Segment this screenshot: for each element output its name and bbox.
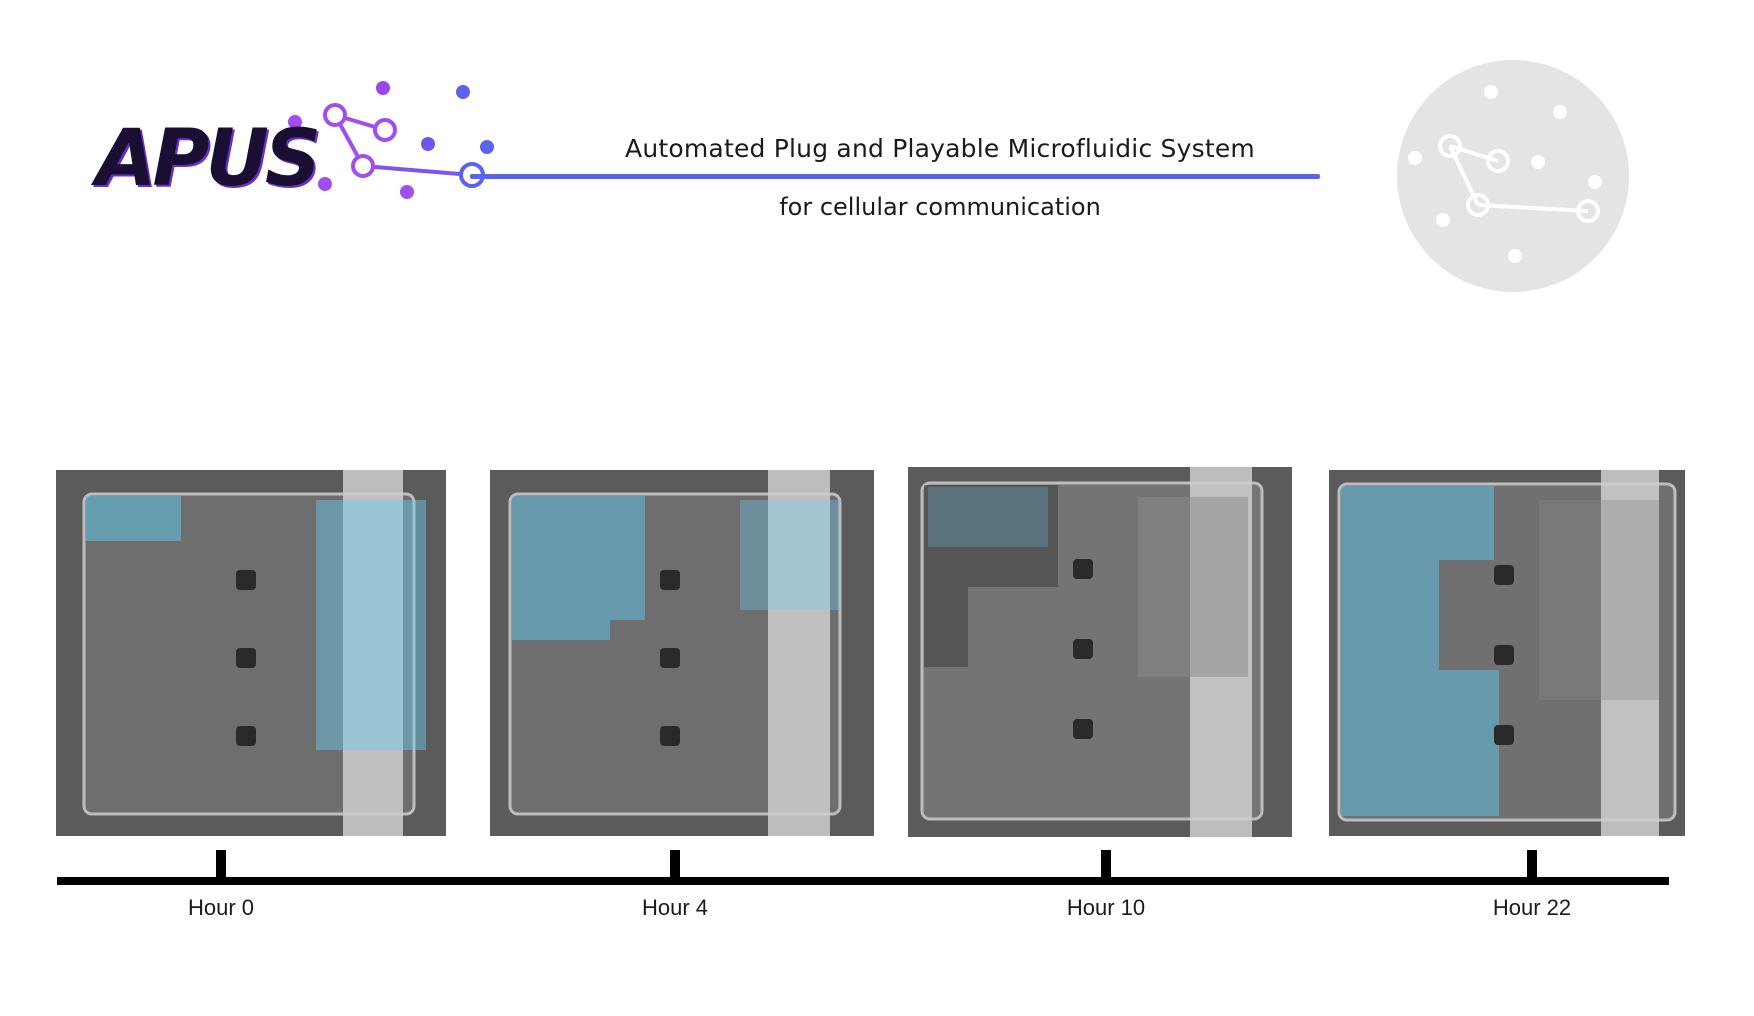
microscopy-panel-hour-0 xyxy=(56,470,446,836)
microscopy-image xyxy=(1329,470,1685,836)
microscopy-panel-hour-22 xyxy=(1329,470,1685,836)
microscopy-image xyxy=(490,470,874,836)
timeline-label-hour-4: Hour 4 xyxy=(641,895,709,920)
timeline-label-hour-22: Hour 22 xyxy=(1492,895,1572,920)
network-logo-icon xyxy=(288,81,494,199)
timeline-tick xyxy=(670,850,680,882)
microscopy-image xyxy=(56,470,446,836)
apus-logo-text: APUS xyxy=(96,114,321,204)
microscopy-panel-hour-10 xyxy=(908,467,1292,837)
microscopy-panel-hour-4 xyxy=(490,470,874,836)
network-badge-icon xyxy=(1397,60,1629,292)
timeline-label-hour-0: Hour 0 xyxy=(187,895,255,920)
timeline-axis xyxy=(57,877,1669,885)
timeline-tick xyxy=(1527,850,1537,882)
timeline-label-hour-10: Hour 10 xyxy=(1066,895,1146,920)
header-divider-line xyxy=(470,174,1320,179)
microscopy-image xyxy=(908,467,1292,837)
title-line-2: for cellular communication xyxy=(779,193,1101,221)
header: APUS Automated Plug and Playable Microfl… xyxy=(0,0,1754,320)
title-line-1: Automated Plug and Playable Microfluidic… xyxy=(625,134,1255,163)
timeline-tick xyxy=(1101,850,1111,882)
timeline-tick xyxy=(216,850,226,882)
